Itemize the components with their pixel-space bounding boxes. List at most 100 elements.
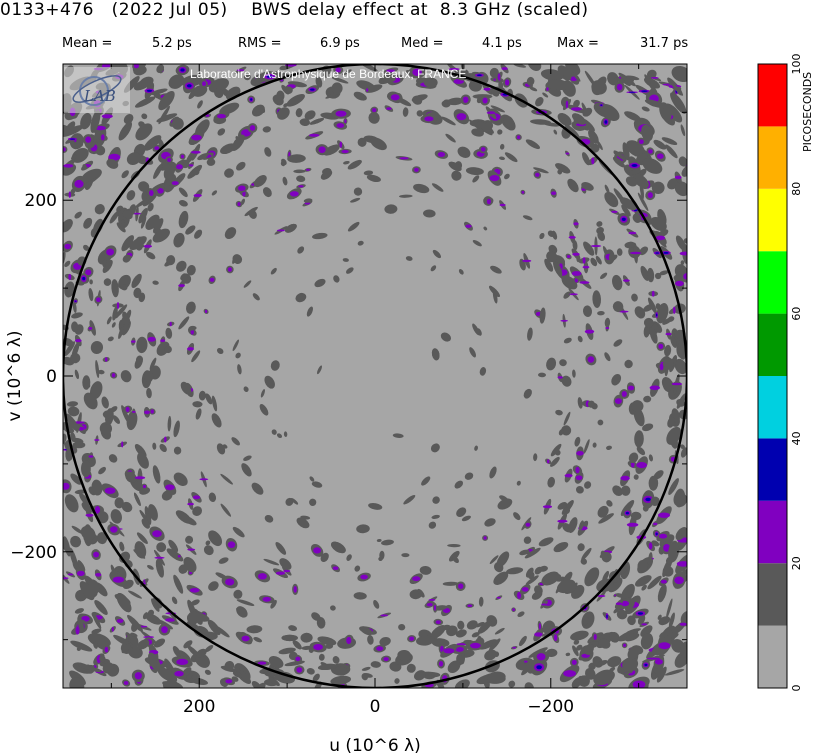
colorbar-swatch (758, 563, 787, 626)
contour-blob (72, 301, 77, 313)
contour-blob (583, 439, 590, 454)
contour-blob-high (639, 139, 644, 144)
contour-blob (318, 653, 325, 661)
contour-blob (270, 360, 280, 371)
contour-blob (295, 292, 307, 303)
contour-blob-high (85, 136, 92, 143)
contour-blob-high (296, 667, 303, 673)
contour-blob (127, 614, 143, 632)
contour-blob (590, 257, 598, 267)
contour-blob (232, 254, 243, 265)
colorbar-swatch (758, 438, 787, 501)
contour-blob-high (88, 455, 94, 458)
contour-blob (314, 278, 326, 288)
contour-blob (246, 625, 263, 634)
contour-blob-high (579, 281, 590, 284)
contour-blob-high (620, 475, 630, 481)
contour-blob-high (683, 273, 687, 280)
contour-blob (173, 232, 185, 248)
contour-blob-high (225, 578, 235, 586)
contour-blob (452, 556, 459, 564)
contour-blob-high (318, 146, 326, 153)
contour-blob (89, 279, 93, 285)
contour-blob (499, 156, 505, 161)
contour-blob-high (542, 505, 553, 509)
contour-blob-high (335, 110, 347, 117)
contour-blob (312, 673, 320, 682)
contour-blob (490, 265, 502, 274)
contour-blob (622, 657, 639, 672)
contour-blob-high (313, 547, 322, 554)
contour-blob (74, 608, 84, 614)
contour-blob (102, 259, 113, 273)
contour-blob-high (521, 190, 525, 194)
contour-blob (478, 596, 484, 607)
contour-blob (489, 67, 499, 78)
max-value: 31.7 ps (640, 36, 689, 51)
contour-blob-high (482, 97, 488, 104)
contour-blob-high (257, 661, 267, 665)
contour-blob-peak (641, 90, 648, 92)
contour-blob (163, 668, 178, 688)
contour-blob (431, 638, 450, 648)
contour-blob (565, 652, 571, 657)
contour-blob (349, 197, 361, 203)
contour-blob-high (383, 657, 389, 662)
contour-blob (125, 471, 137, 483)
contour-blob (421, 476, 431, 486)
contour-blob (178, 200, 188, 207)
contour-blob-high (63, 482, 70, 490)
contour-blob (379, 636, 391, 647)
contour-blob (233, 589, 243, 599)
contour-blob-high (174, 670, 184, 677)
contour-blob (166, 255, 176, 266)
contour-blob-high (125, 406, 130, 413)
contour-blob-high (615, 602, 623, 606)
contour-blob (151, 598, 160, 612)
contour-blob (171, 596, 178, 605)
contour-blob (483, 226, 488, 231)
contour-blob (394, 678, 400, 684)
contour-blob (190, 599, 200, 606)
contour-blob-high (584, 329, 595, 334)
contour-blob (597, 419, 604, 426)
contour-blob (77, 560, 86, 572)
contour-blob (142, 612, 149, 620)
contour-blob (216, 348, 224, 354)
contour-blob-high (538, 623, 542, 630)
contour-blob (173, 446, 182, 455)
contour-blob (137, 639, 150, 650)
contour-blob (417, 588, 425, 598)
contour-blob-high (275, 571, 286, 575)
contour-blob (472, 175, 480, 183)
contour-blob (71, 147, 89, 163)
contour-blob (633, 474, 639, 480)
contour-blob (93, 641, 98, 649)
contour-blob (77, 616, 84, 631)
contour-blob-high (654, 659, 663, 665)
contour-blob-peak (621, 217, 626, 221)
contour-blob-high (202, 81, 206, 87)
contour-blob (271, 429, 277, 435)
contour-blob (129, 236, 147, 251)
contour-blob (220, 143, 236, 155)
contour-blob-high (143, 244, 152, 248)
contour-blob (430, 443, 440, 453)
contour-blob-high (591, 157, 595, 165)
contour-blob (554, 449, 561, 456)
contour-blob-high (566, 255, 571, 258)
contour-blob-high (658, 512, 670, 518)
contour-blob (580, 558, 587, 565)
contour-blob (152, 465, 161, 484)
contour-blob (85, 177, 98, 186)
contour-blob (180, 381, 192, 395)
contour-blob (597, 310, 605, 316)
contour-blob (546, 648, 558, 658)
contour-blob-high (386, 69, 395, 73)
contour-blob (608, 252, 615, 263)
contour-blob-high (470, 642, 481, 649)
contour-blob (612, 301, 624, 313)
contour-blob-peak (146, 89, 153, 92)
contour-blob (274, 671, 296, 684)
contour-blob (472, 323, 480, 336)
